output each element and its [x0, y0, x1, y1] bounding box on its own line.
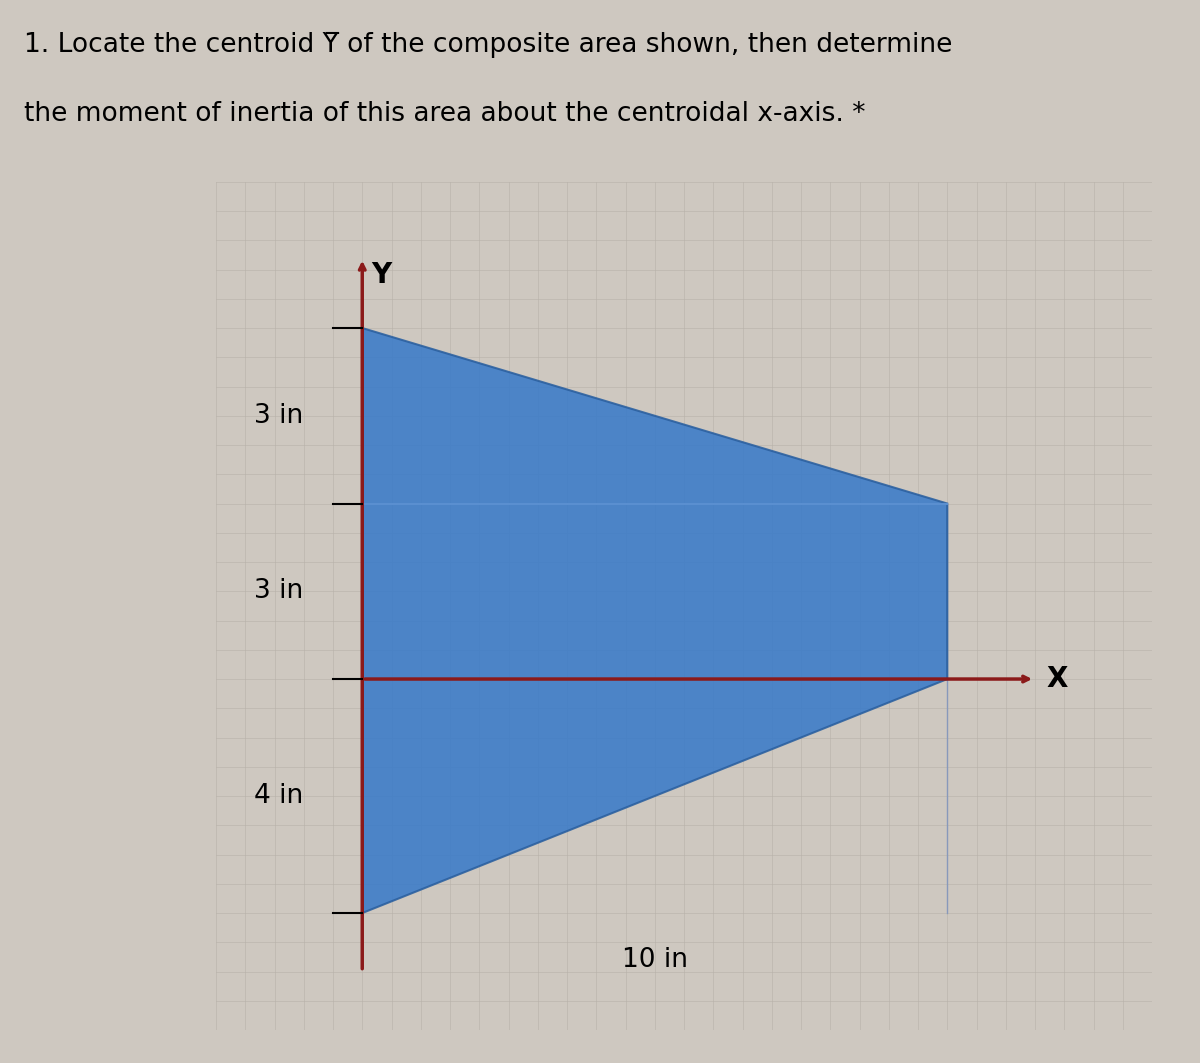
Text: X: X [1046, 665, 1068, 693]
Text: 3 in: 3 in [254, 403, 304, 428]
Text: 10 in: 10 in [622, 947, 688, 973]
Text: 4 in: 4 in [254, 783, 304, 809]
Text: 3 in: 3 in [254, 578, 304, 604]
Polygon shape [362, 328, 947, 913]
Text: 1. Locate the centroid Y̅ of the composite area shown, then determine: 1. Locate the centroid Y̅ of the composi… [24, 32, 953, 58]
Text: the moment of inertia of this area about the centroidal x-axis. *: the moment of inertia of this area about… [24, 101, 865, 126]
Text: Y: Y [371, 260, 391, 289]
